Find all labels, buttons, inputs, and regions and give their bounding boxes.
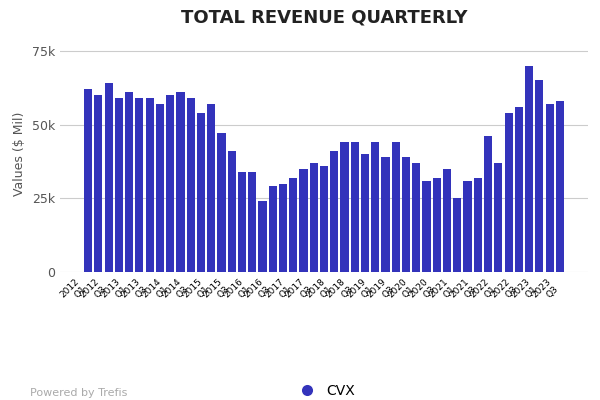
Bar — [227, 151, 236, 272]
Bar — [156, 104, 164, 272]
Bar — [422, 180, 431, 272]
Bar — [412, 163, 421, 272]
Bar — [515, 107, 523, 272]
Bar — [463, 180, 472, 272]
Bar — [166, 95, 174, 272]
Bar — [299, 169, 308, 272]
Bar — [217, 133, 226, 272]
Bar — [382, 157, 389, 272]
Bar — [238, 172, 246, 272]
Bar — [115, 98, 123, 272]
Bar — [125, 92, 133, 272]
Y-axis label: Values ($ Mil): Values ($ Mil) — [13, 112, 26, 196]
Bar — [330, 151, 338, 272]
Bar — [259, 201, 266, 272]
Bar — [135, 98, 143, 272]
Bar — [197, 113, 205, 272]
Legend: CVX: CVX — [287, 378, 361, 400]
Bar — [453, 198, 461, 272]
Title: TOTAL REVENUE QUARTERLY: TOTAL REVENUE QUARTERLY — [181, 8, 467, 26]
Bar — [545, 104, 554, 272]
Bar — [494, 163, 502, 272]
Bar — [505, 113, 513, 272]
Bar — [187, 98, 195, 272]
Text: Powered by Trefis: Powered by Trefis — [30, 388, 127, 398]
Bar — [484, 136, 492, 272]
Bar — [146, 98, 154, 272]
Bar — [248, 172, 256, 272]
Bar — [556, 101, 564, 272]
Bar — [350, 142, 359, 272]
Bar — [361, 154, 369, 272]
Bar — [104, 83, 113, 272]
Bar — [443, 169, 451, 272]
Bar — [535, 80, 544, 272]
Bar — [340, 142, 349, 272]
Bar — [269, 186, 277, 272]
Bar — [279, 184, 287, 272]
Bar — [474, 178, 482, 272]
Bar — [320, 166, 328, 272]
Bar — [525, 66, 533, 272]
Bar — [176, 92, 185, 272]
Bar — [289, 178, 298, 272]
Bar — [207, 104, 215, 272]
Bar — [94, 95, 103, 272]
Bar — [433, 178, 441, 272]
Bar — [84, 89, 92, 272]
Bar — [402, 157, 410, 272]
Bar — [392, 142, 400, 272]
Bar — [310, 163, 318, 272]
Bar — [371, 142, 379, 272]
